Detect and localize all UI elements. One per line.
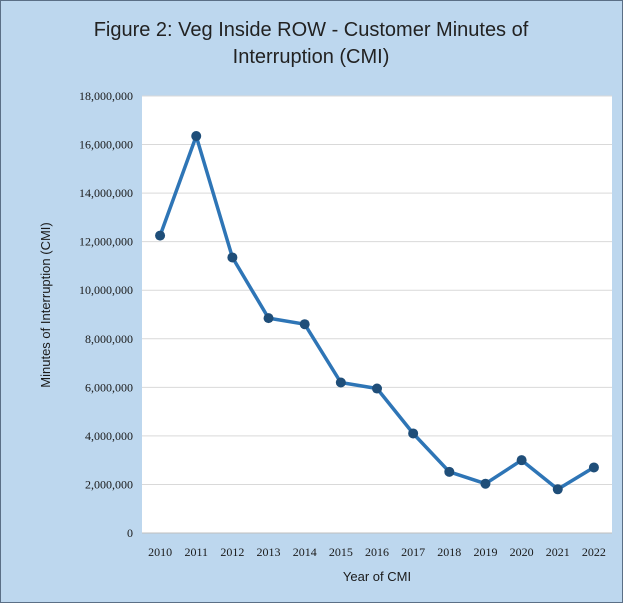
- x-tick-label: 2021: [546, 545, 570, 559]
- x-tick-label: 2019: [473, 545, 497, 559]
- y-tick-label: 4,000,000: [85, 429, 133, 443]
- x-tick-label: 2011: [184, 545, 208, 559]
- data-point: [299, 319, 310, 330]
- data-point: [227, 252, 238, 263]
- data-point: [516, 455, 527, 466]
- y-tick-label: 14,000,000: [79, 186, 133, 200]
- x-tick-label: 2012: [220, 545, 244, 559]
- data-point: [552, 484, 563, 495]
- y-tick-label: 10,000,000: [79, 283, 133, 297]
- x-tick-label: 2015: [329, 545, 353, 559]
- x-tick-label: 2010: [148, 545, 172, 559]
- chart-title: Figure 2: Veg Inside ROW - Customer Minu…: [93, 19, 529, 68]
- y-tick-label: 6,000,000: [85, 380, 133, 394]
- data-point: [191, 131, 202, 142]
- y-axis-label: Minutes of Interruption (CMI): [38, 222, 53, 387]
- data-point: [335, 377, 346, 388]
- data-point: [444, 466, 455, 477]
- y-tick-label: 0: [127, 526, 133, 540]
- x-tick-label: 2016: [365, 545, 389, 559]
- data-point: [155, 230, 166, 241]
- y-tick-label: 18,000,000: [79, 89, 133, 103]
- x-tick-label: 2022: [582, 545, 606, 559]
- data-point: [480, 478, 491, 489]
- data-point: [372, 383, 382, 394]
- x-tick-label: 2020: [510, 545, 534, 559]
- x-tick-label: 2018: [437, 545, 461, 559]
- x-tick-label: 2017: [401, 545, 425, 559]
- y-tick-label: 2,000,000: [85, 477, 133, 491]
- x-tick-label: 2014: [293, 545, 317, 559]
- y-tick-label: 16,000,000: [79, 138, 133, 152]
- plot-background: [142, 96, 612, 533]
- y-tick-label: 8,000,000: [85, 332, 133, 346]
- y-tick-label: 12,000,000: [79, 235, 133, 249]
- data-point: [588, 462, 599, 473]
- data-point: [408, 428, 419, 439]
- data-point: [263, 313, 274, 324]
- x-axis-label: Year of CMI: [343, 569, 411, 584]
- x-tick-label: 2013: [257, 545, 281, 559]
